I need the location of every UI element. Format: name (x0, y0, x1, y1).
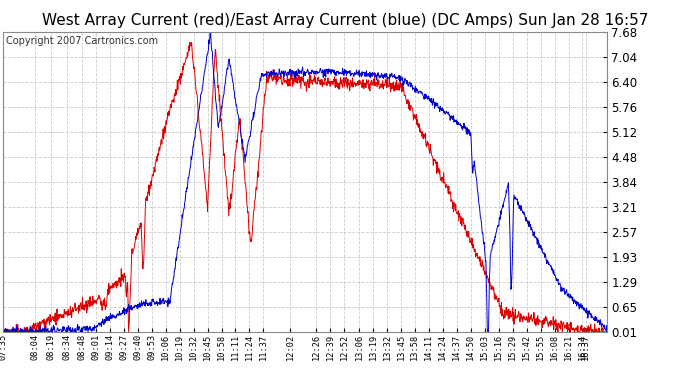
Text: West Array Current (red)/East Array Current (blue) (DC Amps) Sun Jan 28 16:57: West Array Current (red)/East Array Curr… (42, 13, 648, 28)
Text: Copyright 2007 Cartronics.com: Copyright 2007 Cartronics.com (6, 36, 159, 46)
